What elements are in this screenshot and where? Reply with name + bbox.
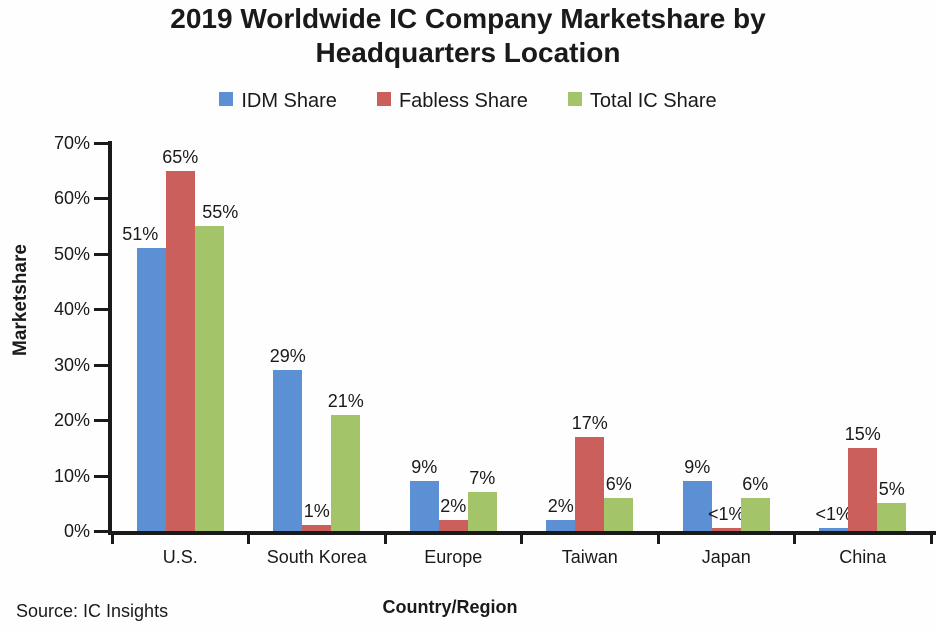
y-tick-mark xyxy=(94,252,108,256)
value-label-idm-share-europe: 9% xyxy=(411,457,438,477)
bar-idm-share-south-korea xyxy=(273,370,303,531)
legend: IDM Share Fabless Share Total IC Share xyxy=(0,86,936,116)
bar-idm-share-u-s xyxy=(136,248,166,531)
x-axis-line xyxy=(108,531,936,535)
legend-label-idm-share: IDM Share xyxy=(241,89,337,112)
category-label-japan: Japan xyxy=(701,547,751,567)
bar-idm-share-taiwan xyxy=(546,520,576,531)
value-label-fabless-share-japan: <1% xyxy=(707,504,745,524)
value-label-idm-share-u-s: 51% xyxy=(122,224,159,244)
chart-title: 2019 Worldwide IC Company Marketshare by… xyxy=(170,3,766,68)
bar-fabless-share-u-s xyxy=(165,171,195,531)
y-tick-label: 50% xyxy=(53,243,90,264)
x-tick-mark xyxy=(520,535,523,544)
y-tick-mark xyxy=(94,474,108,478)
value-label-total-ic-share-china: 5% xyxy=(878,479,905,499)
y-tick-label: 0% xyxy=(63,521,90,541)
bar-total-ic-share-taiwan xyxy=(604,498,634,531)
value-label-idm-share-south-korea: 29% xyxy=(269,346,306,366)
value-label-total-ic-share-japan: 6% xyxy=(742,474,769,494)
y-axis-title: Marketshare xyxy=(10,244,31,356)
x-tick-mark xyxy=(793,535,796,544)
value-label-fabless-share-taiwan: 17% xyxy=(571,413,608,433)
category-label-south-korea: South Korea xyxy=(266,547,367,567)
y-tick-label: 20% xyxy=(53,410,90,431)
category-label-china: China xyxy=(839,547,887,567)
value-label-total-ic-share-europe: 7% xyxy=(469,468,496,488)
bar-total-ic-share-japan xyxy=(740,498,770,531)
bar-total-ic-share-europe xyxy=(467,492,497,531)
value-label-fabless-share-china: 15% xyxy=(844,424,881,444)
y-tick-label: 30% xyxy=(53,354,90,375)
y-axis-line xyxy=(108,141,112,535)
bar-idm-share-china xyxy=(819,528,849,531)
bar-total-ic-share-u-s xyxy=(194,226,224,531)
bar-total-ic-share-china xyxy=(877,503,907,531)
legend-item-idm-share: IDM Share xyxy=(219,90,337,113)
legend-swatch-idm-share xyxy=(219,92,234,106)
bar-fabless-share-china xyxy=(848,448,878,531)
value-label-total-ic-share-taiwan: 6% xyxy=(605,474,632,494)
x-tick-mark xyxy=(929,535,933,544)
y-tick-mark xyxy=(94,530,108,533)
x-tick-mark xyxy=(247,535,250,544)
x-tick-mark xyxy=(383,535,387,544)
bar-fabless-share-south-korea xyxy=(302,525,332,531)
legend-label-total-ic-share: Total IC Share xyxy=(589,89,717,112)
category-label-europe: Europe xyxy=(424,547,483,567)
legend-label-fabless-share: Fabless Share xyxy=(398,89,528,112)
y-tick-mark xyxy=(94,308,108,312)
value-label-idm-share-china: <1% xyxy=(815,504,853,524)
x-tick-mark xyxy=(110,535,114,544)
legend-swatch-fabless-share xyxy=(376,92,391,106)
bar-fabless-share-japan xyxy=(711,528,741,531)
bar-total-ic-share-south-korea xyxy=(331,415,361,531)
y-tick-label: 60% xyxy=(53,188,90,209)
bar-idm-share-europe xyxy=(409,481,439,531)
value-label-total-ic-share-south-korea: 21% xyxy=(327,391,364,411)
y-tick-mark xyxy=(94,419,108,423)
y-tick-mark xyxy=(94,363,108,367)
y-tick-label: 70% xyxy=(53,133,90,153)
value-label-fabless-share-south-korea: 1% xyxy=(303,501,330,521)
value-label-fabless-share-europe: 2% xyxy=(440,496,467,516)
legend-item-fabless-share: Fabless Share xyxy=(376,89,528,113)
category-label-taiwan: Taiwan xyxy=(561,547,618,567)
legend-swatch-total-ic-share xyxy=(567,92,582,106)
y-tick-label: 10% xyxy=(53,465,90,486)
value-label-total-ic-share-u-s: 55% xyxy=(202,202,239,222)
category-label-u-s: U.S. xyxy=(162,547,198,567)
y-tick-mark xyxy=(94,197,108,201)
x-tick-mark xyxy=(656,535,660,544)
value-label-idm-share-taiwan: 2% xyxy=(547,496,574,516)
bar-fabless-share-taiwan xyxy=(575,437,605,531)
y-tick-label: 40% xyxy=(53,299,90,320)
source-note: Source: IC Insights xyxy=(16,601,169,621)
bar-idm-share-japan xyxy=(682,481,712,531)
y-tick-mark xyxy=(94,142,108,145)
legend-item-total-ic-share: Total IC Share xyxy=(567,89,717,113)
value-label-fabless-share-u-s: 65% xyxy=(162,147,199,167)
bar-fabless-share-europe xyxy=(438,520,468,531)
value-label-idm-share-japan: 9% xyxy=(684,457,711,477)
x-axis-title: Country/Region xyxy=(382,597,518,617)
